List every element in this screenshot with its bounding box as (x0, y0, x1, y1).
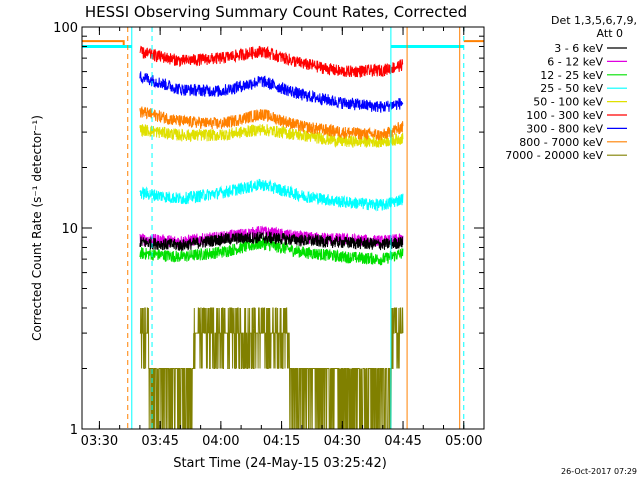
series-line-8 (139, 307, 404, 430)
series-line-5 (139, 45, 404, 78)
series-line-7 (139, 106, 404, 141)
series-line-0 (139, 230, 404, 251)
legend-entry-label: 100 - 300 keV (526, 109, 603, 122)
y-tick-label: 1 (70, 423, 78, 438)
legend-header-line-2: Att 0 (597, 27, 623, 40)
y-axis-label: Corrected Count Rate (s⁻¹ detector⁻¹) (30, 115, 44, 341)
chart-title: HESSI Observing Summary Count Rates, Cor… (85, 3, 467, 21)
legend-entry-label: 50 - 100 keV (533, 96, 603, 109)
x-tick-label: 05:00 (445, 434, 482, 449)
legend-entry-label: 3 - 6 keV (554, 42, 603, 55)
x-axis-label: Start Time (24-May-15 03:25:42) (173, 456, 387, 471)
x-tick-label: 03:45 (141, 434, 178, 449)
x-tick-label: 04:30 (324, 434, 361, 449)
legend-header-line-1: Det 1,3,5,6,7,9, (551, 14, 637, 27)
legend-entry-label: 25 - 50 keV (540, 82, 603, 95)
data-layer (82, 27, 484, 430)
series-line-3 (139, 178, 404, 212)
y-tick-label: 100 (53, 21, 78, 36)
x-tick-label: 04:15 (263, 434, 300, 449)
legend-entry-label: 300 - 800 keV (526, 122, 603, 135)
x-tick-label: 04:45 (384, 434, 421, 449)
legend-entry-label: 800 - 7000 keV (519, 136, 603, 149)
x-tick-label: 03:30 (81, 434, 118, 449)
legend-entry-label: 7000 - 20000 keV (505, 149, 603, 162)
footer-timestamp: 26-Oct-2017 07:29 (561, 467, 637, 476)
legend-entry-label: 12 - 25 keV (540, 69, 603, 82)
legend-entry-label: 6 - 12 keV (547, 55, 603, 68)
x-tick-label: 04:00 (202, 434, 239, 449)
axes-layer: 03:30 03:45 04:00 04:15 04:30 04:45 05:00 1 10 10… (53, 21, 485, 449)
series-line-6 (139, 71, 404, 113)
y-tick-label: 10 (61, 222, 78, 237)
